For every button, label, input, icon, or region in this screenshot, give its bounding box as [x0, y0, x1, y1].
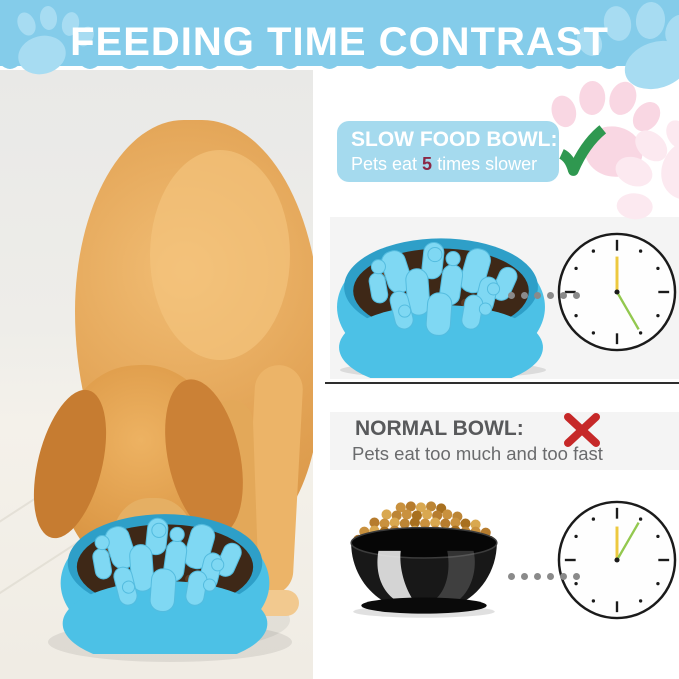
banner-wave-background: [0, 0, 679, 69]
dog-photo: [0, 70, 313, 679]
checkmark-icon: [559, 125, 607, 176]
slow-bowl-badge: SLOW FOOD BOWL: Pets eat 5 times slower: [337, 121, 559, 182]
hour-hand: [615, 291, 640, 330]
hour-hand: [615, 522, 640, 561]
cross-icon: [564, 413, 600, 447]
slow-bowl-desc: Pets eat 5 times slower: [351, 154, 537, 175]
section-divider: [325, 382, 679, 384]
maze-pegs: [368, 241, 518, 336]
clock-normal: [557, 500, 677, 620]
slow-feeder-bowl-photo: [60, 514, 270, 654]
slow-bowl-title: SLOW FOOD BOWL:: [351, 128, 558, 151]
maze-pegs: [92, 517, 242, 612]
normal-bowl-band: [330, 412, 679, 470]
slow-feeder-bowl: [337, 238, 545, 378]
dotted-connector: [508, 292, 580, 299]
desc-before: Pets eat: [351, 154, 423, 174]
clock-slow: [557, 232, 677, 352]
normal-bowl-desc: Pets eat too much and too fast: [352, 443, 603, 464]
normal-bowl-title: NORMAL BOWL:: [355, 417, 524, 440]
normal-bowl: [350, 501, 498, 618]
desc-after: times slower: [432, 154, 538, 174]
dotted-connector: [508, 573, 580, 580]
banner-title: FEEDING TIME CONTRAST: [70, 20, 609, 64]
times-slower-number: 5: [422, 154, 433, 174]
dog-back-highlight: [150, 150, 290, 360]
